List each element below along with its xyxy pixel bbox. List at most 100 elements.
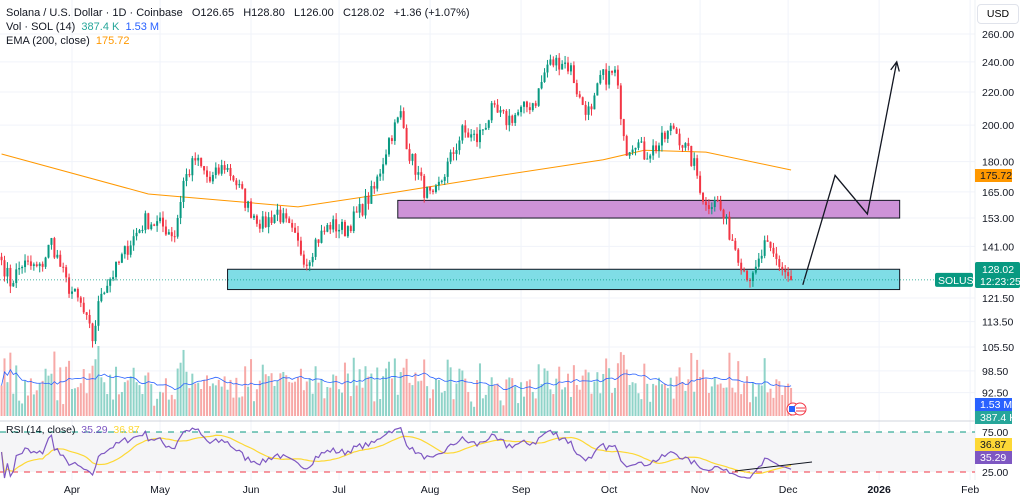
volume-bar: [602, 373, 605, 416]
ema-value: 175.72: [95, 35, 130, 47]
volume-bar: [173, 399, 176, 416]
candle-body: [658, 145, 660, 152]
candle-body: [731, 239, 734, 241]
rsi-value: 35.29: [81, 424, 108, 436]
candle-body: [364, 195, 367, 216]
candle-body: [561, 63, 564, 70]
symbol-legend[interactable]: Solana / U.S. Dollar · 1D · Coinbase O12…: [6, 7, 470, 19]
candle-body: [387, 138, 390, 155]
volume-bar: [164, 378, 167, 416]
candle-body: [200, 157, 203, 167]
candle-body: [317, 239, 320, 243]
currency-button[interactable]: USD: [977, 4, 1019, 24]
price-axis[interactable]: 260.00 240.00 220.00 200.00 180.00 165.00 153.…: [982, 29, 1014, 479]
candle-body: [655, 145, 658, 152]
candle-body: [540, 81, 543, 89]
candle-body: [326, 224, 329, 232]
candle-body: [217, 167, 220, 174]
candle-body: [420, 172, 423, 176]
volume-bar: [790, 387, 793, 416]
volume-ma-badge: [975, 398, 1012, 411]
candle-body: [408, 149, 411, 161]
price-tick: 220.00: [982, 87, 1014, 99]
rsi-legend[interactable]: RSI (14, close) 35.29 36.87: [6, 424, 140, 436]
candle-body: [211, 175, 214, 182]
volume-bar: [106, 394, 109, 416]
candle-body: [223, 165, 226, 170]
rsi-band: [0, 432, 975, 472]
candle-body: [631, 149, 634, 153]
candle-body: [235, 180, 238, 186]
volume-bar: [781, 394, 784, 416]
candle-body: [693, 158, 696, 166]
volume-bar: [197, 382, 200, 416]
candle-body: [85, 312, 88, 315]
candle-body: [584, 104, 587, 115]
candle-body: [520, 106, 523, 113]
bar-countdown: 12:23:25: [980, 276, 1021, 288]
candle-body: [361, 204, 364, 216]
volume-bar: [757, 384, 760, 416]
candle-body: [746, 270, 749, 280]
candle-body: [159, 217, 162, 222]
candle-body: [106, 285, 109, 293]
volume-bar: [109, 374, 112, 416]
candle-body: [117, 261, 120, 263]
volume-bar: [754, 396, 757, 416]
volume-legend[interactable]: Vol · SOL (14) 387.4 K 1.53 M: [6, 21, 159, 33]
zone-support: [227, 268, 901, 291]
volume-bar: [748, 402, 751, 416]
rsi-ma-badge: [975, 438, 1012, 451]
projection-arrow[interactable]: [802, 60, 900, 286]
volume-bar: [690, 353, 693, 416]
candle-body: [487, 120, 490, 128]
time-axis[interactable]: Apr May Jun Jul Aug Sep Oct Nov Dec 2026 Feb: [64, 484, 979, 496]
candle-body: [299, 240, 302, 255]
volume-bar: [255, 389, 258, 416]
volume-bar: [464, 378, 467, 416]
candle-body: [279, 209, 282, 223]
volume-bar: [476, 380, 479, 416]
volume-bar: [35, 390, 38, 416]
volume-bar: [97, 346, 100, 416]
volume-bar: [343, 362, 346, 416]
volume-bar: [593, 381, 596, 416]
volume-bar: [569, 396, 572, 416]
volume-bar: [232, 397, 235, 416]
candle-body: [652, 145, 655, 156]
ema-legend[interactable]: EMA (200, close) 175.72: [6, 35, 130, 47]
volume-bar: [669, 377, 672, 416]
volume-bar: [707, 392, 710, 416]
candle-body: [273, 214, 276, 223]
candle-body: [103, 292, 106, 294]
volume-bar: [220, 386, 223, 416]
volume-bar: [766, 392, 769, 416]
flag-icon[interactable]: [786, 402, 807, 416]
volume-bar: [775, 379, 778, 416]
volume-bar: [508, 377, 511, 416]
volume-bar: [370, 373, 373, 416]
candle-body: [699, 175, 702, 193]
volume-bar: [725, 387, 728, 416]
volume-bar: [308, 378, 311, 416]
volume-bar: [652, 383, 655, 416]
volume-bar: [311, 393, 314, 416]
candle-body: [373, 186, 376, 189]
volume-bar: [640, 399, 643, 416]
volume-bar: [637, 393, 640, 416]
volume-bar: [129, 376, 132, 416]
candle-body: [320, 230, 323, 243]
volume-bar: [250, 359, 253, 416]
candle-body: [258, 223, 261, 229]
rsi-trendline: [734, 461, 813, 472]
volume-bar: [619, 352, 622, 416]
volume-bar: [358, 369, 361, 416]
candle-body: [367, 195, 370, 204]
volume-bar: [355, 385, 358, 416]
volume-bar: [373, 401, 376, 416]
candle-body: [393, 122, 396, 141]
volume-bar: [79, 383, 82, 416]
volume-bar: [3, 358, 6, 416]
volume-bar: [24, 380, 27, 416]
